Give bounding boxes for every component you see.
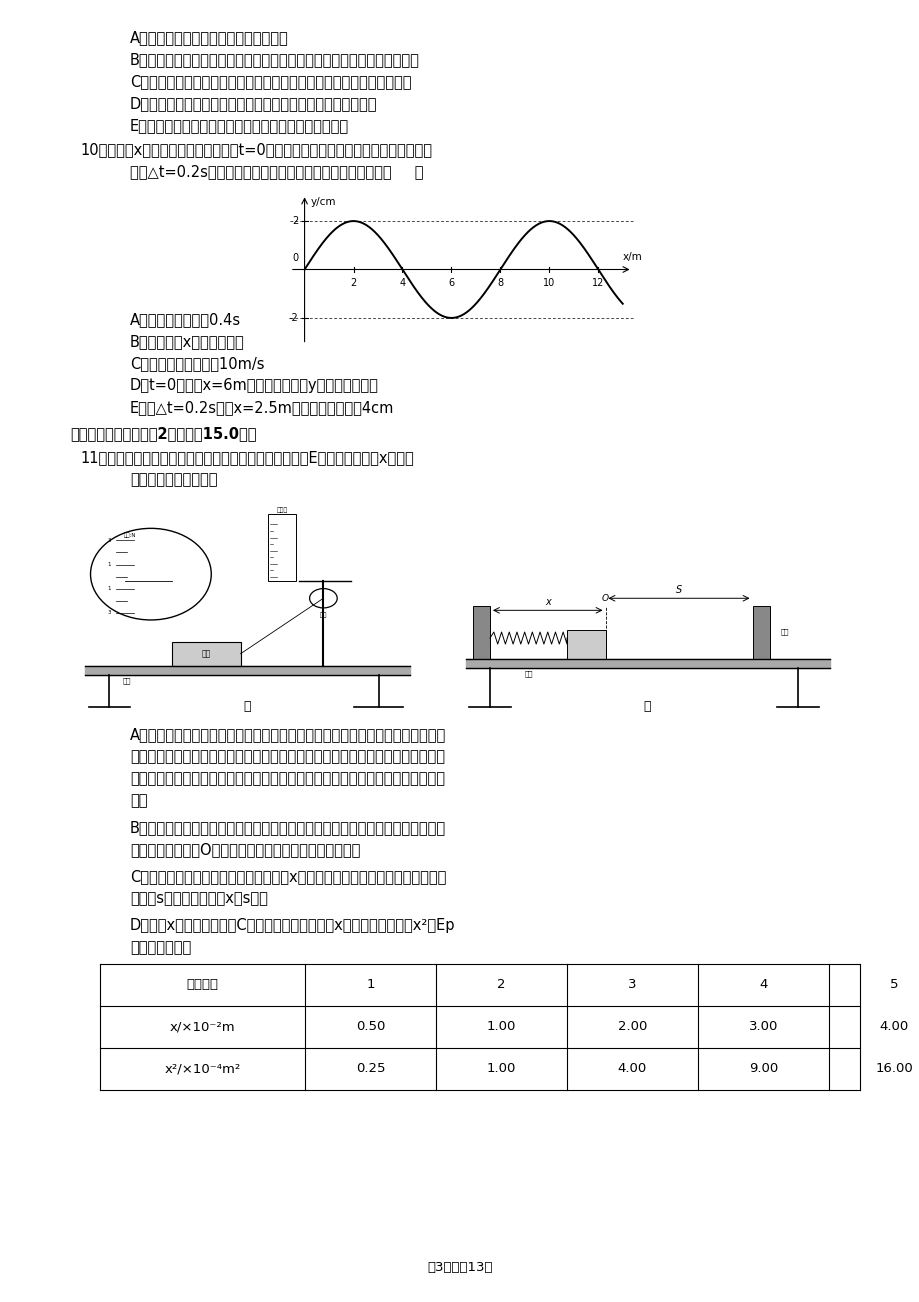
Text: B．这列波沿x轴正方向传播: B．这列波沿x轴正方向传播 [130,335,244,349]
Text: 滑轮: 滑轮 [319,613,327,618]
Text: D．改变x的大小，按步骤C要求继续实验测得多组x的值并求得对应的x²和Ep: D．改变x的大小，按步骤C要求继续实验测得多组x的值并求得对应的x²和Ep [130,918,455,934]
Text: 12: 12 [592,277,604,288]
Text: 3.00: 3.00 [748,1021,777,1034]
Text: 端的竖直挡板上，O是弹簧处于自然长度时右端所在位置。: 端的竖直挡板上，O是弹簧处于自然长度时右端所在位置。 [130,842,360,857]
Text: 1.00: 1.00 [486,1062,516,1075]
Text: 9.00: 9.00 [748,1062,777,1075]
Text: C．知道阿伏加德罗常数和气体的密度就可估算出气体分子间的平均距离: C．知道阿伏加德罗常数和气体的密度就可估算出气体分子间的平均距离 [130,74,411,89]
Text: 0.25: 0.25 [356,1062,385,1075]
Text: D．在热传导中，热量不可能自发地从低温物体传递给高温物体: D．在热传导中，热量不可能自发地从低温物体传递给高温物体 [130,96,377,111]
Text: 3: 3 [108,538,111,543]
Text: x: x [544,596,550,607]
Text: 3: 3 [108,611,111,616]
Text: 点经△t=0.2s再次回到平衡位置，关于这列波说法正确的是（     ）: 点经△t=0.2s再次回到平衡位置，关于这列波说法正确的是（ ） [130,164,423,178]
Text: 2.00: 2.00 [618,1021,646,1034]
Text: S: S [675,585,681,595]
Text: 1: 1 [366,979,374,992]
Text: 弹簧秤: 弹簧秤 [276,506,288,513]
Text: 3: 3 [628,979,636,992]
Text: x/m: x/m [622,253,641,262]
Text: B．如图乙所示，把木板固定在水平桌面上，将所研究的弹簧的一端固定在木板左: B．如图乙所示，把木板固定在水平桌面上，将所研究的弹簧的一端固定在木板左 [130,820,446,835]
Text: E．单位体积的气体分子数增加，气体的压强不一定增大: E．单位体积的气体分子数增加，气体的压强不一定增大 [130,118,348,133]
Bar [566,630,605,659]
Text: C．用本块压缩弹簧，当弹簧的压缩量为x时由静止释放木块木块向右运动的最大: C．用本块压缩弹簧，当弹簧的压缩量为x时由静止释放木块木块向右运动的最大 [130,868,446,884]
Text: C．这列波传播速度为10m/s: C．这列波传播速度为10m/s [130,355,265,371]
Text: 示。: 示。 [130,793,147,809]
Text: 甲: 甲 [244,699,251,712]
Text: 11．某物理兴趣小组的同学通过实验探究弹簧的弹性势能E与弹簧的压缩量x之间的: 11．某物理兴趣小组的同学通过实验探究弹簧的弹性势能E与弹簧的压缩量x之间的 [80,450,414,465]
Bar [752,605,769,659]
Text: 0: 0 [292,254,298,263]
Text: -2: -2 [289,312,298,323]
Text: 8: 8 [497,277,503,288]
Text: 两；端分别与木块和弹簧秤相连，滑轮和木板间的细线保持水平。缓慢向左拉动水: 两；端分别与木块和弹簧秤相连，滑轮和木板间的细线保持水平。缓慢向左拉动水 [130,749,445,764]
Text: 5: 5 [890,979,898,992]
Bar [172,642,241,665]
Text: 10: 10 [542,277,555,288]
Text: 1: 1 [108,562,111,566]
Text: A．这列波的周期为0.4s: A．这列波的周期为0.4s [130,312,241,327]
Text: 1: 1 [108,586,111,591]
Text: B．布朗运动是悬浮在液体中的花粉颗粒和液体分子之间的相互碰撞引起的: B．布朗运动是悬浮在液体中的花粉颗粒和液体分子之间的相互碰撞引起的 [130,52,419,66]
Text: x²/×10⁻⁴m²: x²/×10⁻⁴m² [165,1062,241,1075]
Text: 4.00: 4.00 [879,1021,908,1034]
Text: E．经△t=0.2s位于x=2.5m处质点通过路程为4cm: E．经△t=0.2s位于x=2.5m处质点通过路程为4cm [130,400,394,415]
Text: 4: 4 [399,277,405,288]
Bar [472,605,490,659]
Text: 10．一列沿x轴方向传播的简谐横波在t=0时的波形图如图所示，位于坐标原点处的质: 10．一列沿x轴方向传播的简谐横波在t=0时的波形图如图所示，位于坐标原点处的质 [80,142,432,158]
Text: 木板: 木板 [779,629,789,635]
Text: 4.00: 4.00 [618,1062,646,1075]
Text: 4: 4 [758,979,766,992]
Text: 关系，其实验步骤如下: 关系，其实验步骤如下 [130,473,217,487]
Text: A．一定质量的气体吸热后温度一定升高: A．一定质量的气体吸热后温度一定升高 [130,30,289,46]
Text: D．t=0时位于x=6m处质点加速度沿y轴正方向且最大: D．t=0时位于x=6m处质点加速度沿y轴正方向且最大 [130,378,379,393]
Bar [268,514,296,582]
Text: 木块: 木块 [201,650,210,659]
Text: A．用如图甲所示的装置测量木块与木板之间的滑动摩擦力跨过光滑定滑轮的细线: A．用如图甲所示的装置测量木块与木板之间的滑动摩擦力跨过光滑定滑轮的细线 [130,727,446,742]
Text: y/cm: y/cm [311,197,335,207]
Text: 单位:N: 单位:N [124,533,136,538]
Text: 2: 2 [350,277,357,288]
Text: 0.50: 0.50 [356,1021,385,1034]
Text: 6: 6 [448,277,454,288]
Text: 弹簧: 弹簧 [524,671,532,677]
Text: 2: 2 [292,216,298,227]
Text: 1.00: 1.00 [486,1021,516,1034]
Text: 的值如下表所示: 的值如下表所示 [130,940,191,954]
Text: 乙: 乙 [643,699,651,712]
Text: 距离是s，用刻度尺测得x和s的值: 距离是s，用刻度尺测得x和s的值 [130,891,267,906]
Text: 实验次数: 实验次数 [187,979,219,992]
Text: 木板: 木板 [122,678,130,685]
Text: O: O [601,594,608,603]
Text: x/×10⁻²m: x/×10⁻²m [169,1021,235,1034]
Text: 三、实验题（本大题共2小题，共15.0分）: 三、实验题（本大题共2小题，共15.0分） [70,426,256,441]
Text: 平放置的木板，当木块相对桌面静止且木板仍在继续滑动时弹簧秤的示数如图甲所: 平放置的木板，当木块相对桌面静止且木板仍在继续滑动时弹簧秤的示数如图甲所 [130,771,445,786]
Text: 第3页，共13页: 第3页，共13页 [426,1262,493,1273]
Text: 16.00: 16.00 [875,1062,913,1075]
Text: 2: 2 [496,979,505,992]
